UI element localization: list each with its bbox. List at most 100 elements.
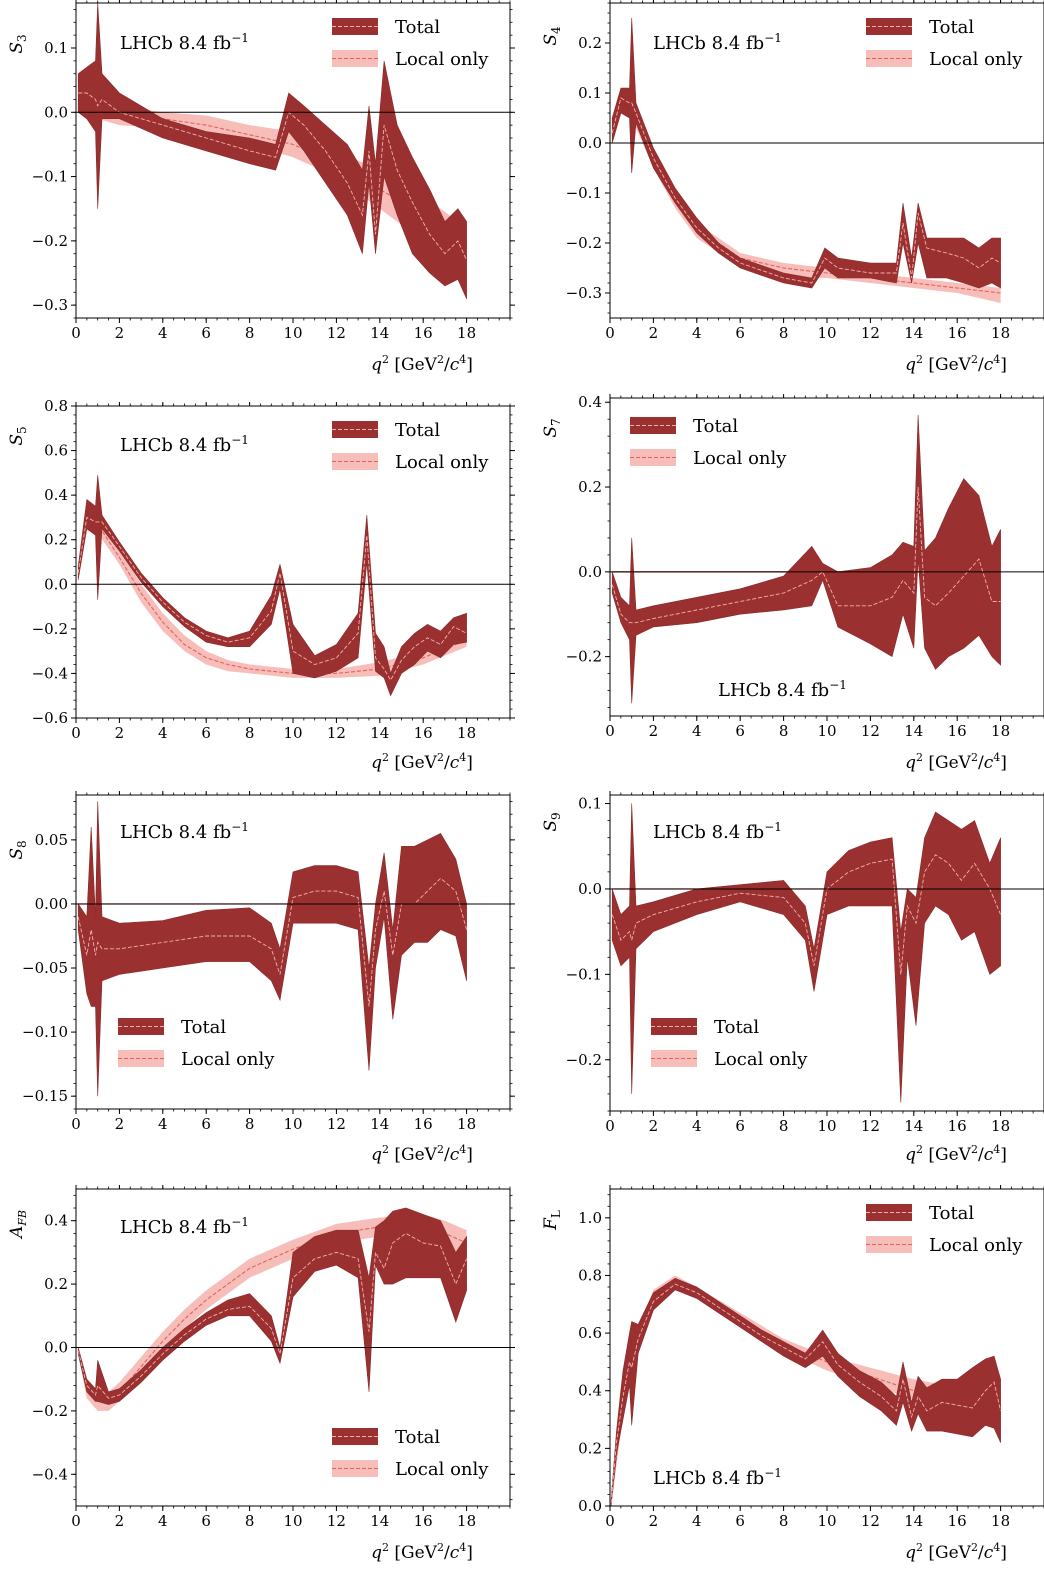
experiment-label: LHCb 8.4 fb−1: [120, 820, 249, 843]
y-tick-label: 0.4: [578, 1382, 602, 1400]
experiment-unit: fb: [213, 822, 231, 843]
x-axis-label-part: ]: [466, 355, 473, 375]
legend-label-local: Local only: [395, 1459, 489, 1480]
x-axis-label-part: c: [450, 1145, 460, 1165]
x-axis-label-part: /: [444, 1145, 450, 1165]
experiment-unit-sup: −1: [764, 31, 782, 45]
legend-label-total: Total: [714, 1017, 759, 1038]
y-tick-label: −0.10: [22, 1023, 68, 1041]
total-band: [77, 3, 467, 299]
x-tick-label: 16: [414, 1115, 433, 1133]
legend-swatch-total: [866, 1204, 912, 1221]
x-axis-label-part: 2: [437, 751, 444, 764]
x-axis-label-part: [GeV: [389, 753, 438, 773]
x-tick-label: 6: [735, 722, 745, 740]
x-axis-label-part: q: [905, 1145, 916, 1165]
x-tick-label: 10: [283, 1115, 302, 1133]
x-axis-label-part: 2: [382, 751, 389, 764]
experiment-unit: fb: [213, 33, 231, 54]
legend-label-local: Local only: [181, 1049, 275, 1070]
x-axis-label-part: ]: [466, 753, 473, 773]
legend: Total Local only: [332, 1427, 489, 1480]
experiment-unit: fb: [746, 822, 764, 843]
total-band: [611, 414, 1001, 704]
x-tick-label: 8: [779, 324, 789, 342]
y-tick-label: −0.3: [566, 284, 602, 302]
experiment-label: LHCb 8.4 fb−1: [120, 31, 249, 54]
x-tick-label: 8: [245, 1512, 255, 1530]
x-tick-label: 14: [370, 324, 389, 342]
x-tick-label: 12: [861, 1117, 880, 1135]
total-central-line: [611, 97, 1001, 284]
x-tick-label: 6: [201, 1115, 211, 1133]
legend-label-local: Local only: [929, 49, 1023, 70]
legend-swatch-local: [332, 453, 378, 470]
x-tick-label: 18: [991, 1512, 1010, 1530]
y-tick-label: −0.2: [32, 620, 68, 638]
x-axis-label-part: /: [444, 753, 450, 773]
panel-s7: 0 2 4 6 8 10 12 14 16 180.40.20.0−0.2 S7 q2 [GeV2…: [541, 393, 1044, 773]
x-tick-label: 12: [861, 1512, 880, 1530]
experiment-unit: fb: [811, 680, 829, 701]
y-axis-label: S3: [7, 34, 29, 53]
y-tick-label: 0.0: [578, 1497, 602, 1515]
x-tick-label: 12: [327, 324, 346, 342]
x-tick-label: 10: [283, 1512, 302, 1530]
x-axis-label-part: 2: [916, 1143, 923, 1156]
x-axis-label-part: c: [984, 1145, 994, 1165]
y-tick-label: 0.0: [578, 134, 602, 152]
x-tick-label: 0: [71, 724, 81, 742]
x-axis-label-part: q: [371, 1543, 382, 1563]
y-axis-label: S7: [541, 418, 563, 437]
experiment-label: LHCb 8.4 fb−1: [653, 31, 782, 54]
legend-label-local: Local only: [693, 448, 787, 469]
legend-swatch-local: [866, 1236, 912, 1253]
x-axis-label: q2 [GeV2/c4]: [371, 353, 473, 375]
x-axis-label-part: [GeV: [389, 355, 438, 375]
x-tick-label: 10: [817, 722, 836, 740]
x-axis-label-part: /: [444, 355, 450, 375]
panel-s5: 0 2 4 6 8 10 12 14 16 18 0.8 0.6 0.4 0.2 0.0 −0.2 −0.4 −0…: [7, 397, 515, 773]
x-tick-label: 14: [370, 1512, 389, 1530]
y-tick-label: −0.05: [22, 959, 68, 977]
total-band: [77, 1207, 467, 1405]
x-axis-label-part: 4: [993, 1541, 1000, 1554]
experiment-unit: fb: [746, 1468, 764, 1489]
x-tick-label: 2: [649, 324, 659, 342]
experiment-name: LHCb 8.4: [120, 1217, 213, 1238]
y-tick-label: 1.0: [578, 1209, 602, 1227]
x-axis-label-part: 4: [993, 751, 1000, 764]
total-central-line: [77, 1232, 468, 1399]
x-axis-label-part: c: [450, 753, 460, 773]
legend-label-total: Total: [693, 416, 738, 437]
x-tick-label: 8: [779, 722, 789, 740]
experiment-label: LHCb 8.4 fb−1: [120, 433, 249, 456]
x-tick-label: 4: [158, 324, 168, 342]
y-tick-label: −0.2: [566, 648, 602, 666]
y-tick-label: 0.00: [35, 895, 68, 913]
y-tick-label: 0.6: [578, 1324, 602, 1342]
x-tick-label: 10: [283, 324, 302, 342]
panel-s4: 0 2 4 6 8 10 12 14 16 180.20.10.0−0.1−0.2−0.3 S4 …: [541, 0, 1044, 375]
x-tick-label: 4: [692, 722, 702, 740]
y-tick-label: 0.4: [578, 393, 602, 411]
x-tick-label: 8: [245, 724, 255, 742]
experiment-label: LHCb 8.4 fb−1: [120, 1215, 249, 1238]
panel-fl: 0 2 4 6 8 10 12 14 16 18 1.0 0.8 0.6 0.4 0.2 0.0 FL q2 …: [541, 1185, 1044, 1563]
x-tick-label: 0: [605, 1117, 615, 1135]
x-tick-label: 10: [817, 324, 836, 342]
x-axis-label-part: 4: [459, 751, 466, 764]
x-axis-label-part: q: [371, 1145, 382, 1165]
y-axis-label: FL: [541, 1210, 563, 1231]
x-tick-label: 16: [948, 324, 967, 342]
x-axis-label-part: /: [978, 1145, 984, 1165]
legend: Total Local only: [866, 17, 1023, 70]
y-tick-label: 0.8: [44, 397, 68, 415]
y-axis-label: S9: [541, 812, 563, 831]
panel-s8: 0 2 4 6 8 10 12 14 16 18 0.05 0.00 −0.05 −0.10 −0.15 S…: [7, 791, 515, 1165]
x-tick-label: 0: [605, 1512, 615, 1530]
x-axis-label: q2 [GeV2/c4]: [371, 1143, 473, 1165]
x-tick-label: 12: [327, 1115, 346, 1133]
y-tick-label: 0.4: [44, 486, 68, 504]
